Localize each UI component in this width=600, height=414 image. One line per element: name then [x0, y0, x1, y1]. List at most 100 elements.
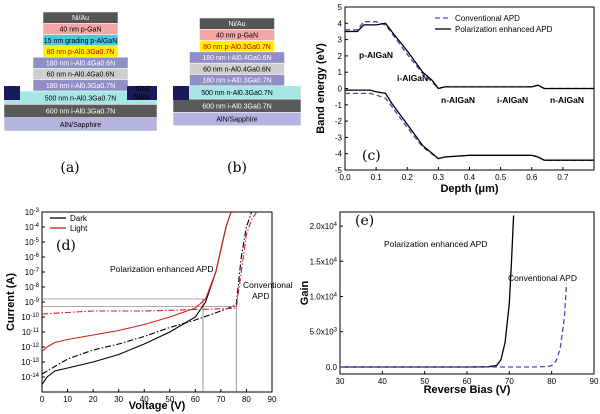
- chart-c-series-line: [345, 89, 594, 161]
- chart-e-x-tick-label: 80: [547, 377, 556, 386]
- stack-b-layer-label: 500 nm n-Al0.3Ga0.7N: [201, 90, 273, 97]
- chart-gain: 30 40 50 60 70 80 90 0.0 5.0x103 1.0x104 1.5x104 2.…: [299, 211, 599, 396]
- chart-c-y-tick-label: 1: [338, 68, 343, 77]
- chart-e-y-tick-label: 2.0x104: [310, 222, 338, 231]
- chart-d-panel-label: (d): [56, 238, 76, 254]
- left-contact-a: [4, 86, 20, 100]
- chart-e-annotation: Polarization enhanced APD: [384, 239, 488, 249]
- stack-a-layer-label: 15 nm grading p-AlGaN: [44, 38, 118, 45]
- stack-a-layer-label: 600 nm i-Al0.3Ga0.7N: [46, 109, 115, 116]
- chart-d-series-line: [41, 211, 253, 375]
- chart-e-series-line: [340, 283, 568, 368]
- chart-d-x-tick-label: 90: [268, 395, 277, 404]
- stack-b-layer: [172, 112, 302, 126]
- chart-c-x-tick-label: 0.1: [371, 173, 383, 182]
- chart-d-x-tick-label: 40: [140, 395, 149, 404]
- chart-d-y-axis-title: Current (A): [5, 273, 17, 331]
- stack-b-layer-label: 600 nm i-Al0.3Ga0.7N: [202, 103, 271, 110]
- chart-d-series-line: [41, 211, 232, 352]
- chart-e-annotation: Conventional APD: [508, 273, 577, 283]
- chart-d-y-tick-label: 10-6: [25, 253, 40, 262]
- panel-label-b: (b): [227, 160, 247, 176]
- layer-stack-b: Ni/Au 40 nm p-GaN 80 nm p-Al0.3Ga0.7N 180 n…: [172, 17, 302, 126]
- chart-c-annotation: n-AlGaN: [441, 95, 475, 105]
- chart-d-annotation: Conventional: [243, 280, 293, 290]
- stack-b-layer-label: 80 nm p-Al0.3Ga0.7N: [203, 44, 271, 51]
- chart-c-x-tick-label: 0.5: [495, 173, 507, 182]
- chart-c-x-tick-label: 0.0: [339, 173, 351, 182]
- chart-e-y-tick-label: 1.5x104: [310, 257, 338, 266]
- chart-c-annotation: i-AlGaN: [397, 73, 428, 83]
- chart-c-y-tick-label: 5: [338, 3, 343, 12]
- panel-label-a: (a): [60, 160, 79, 176]
- chart-d-x-axis-title: Voltage (V): [129, 400, 186, 412]
- chart-c-y-tick-label: 3: [338, 36, 343, 45]
- chart-c-y-tick-label: -4: [335, 150, 343, 159]
- chart-d-y-tick-label: 10-12: [21, 343, 39, 352]
- chart-d-y-tick-label: 10-7: [25, 268, 40, 277]
- chart-d-y-tick-label: 10-5: [25, 238, 40, 247]
- chart-c-legend-entry: Conventional APD: [455, 14, 520, 23]
- chart-d-legend-entry: Light: [70, 224, 88, 233]
- chart-c-y-tick-label: -3: [335, 133, 343, 142]
- layer-stack-a: Ni/Au 40 nm p-GaN 15 nm grading p-AlGaN 80 …: [3, 11, 158, 132]
- chart-c-y-tick-label: -2: [335, 117, 343, 126]
- stack-a-layer: [3, 117, 158, 132]
- stack-b-layer-label: 180 nm i-Al0.3Ga0.7N: [202, 78, 271, 85]
- stack-b-layer-label: 40 nm p-GaN: [216, 32, 258, 39]
- chart-d-y-tick-label: 10-11: [22, 328, 40, 337]
- chart-d-annotation: APD: [252, 291, 269, 301]
- chart-d-y-tick-label: 10-3: [25, 208, 40, 217]
- chart-current-voltage: 0 10 20 30 40 50 60 70 80 90 10-14 10-13 10-12 10-11 1…: [5, 208, 293, 412]
- chart-d-series-line: [41, 211, 258, 315]
- chart-c-x-tick-label: 0.4: [464, 173, 476, 182]
- stack-a-layer-label: 180 nm i-Al0.3Ga0.7N: [46, 83, 115, 90]
- chart-c-y-tick-label: -5: [335, 166, 343, 175]
- chart-e-x-tick-label: 60: [463, 377, 472, 386]
- chart-d-x-tick-label: 30: [114, 395, 123, 404]
- stack-a-layer-label: 80 nm p-Al0.3Ga0.7N: [47, 49, 115, 56]
- chart-d-x-tick-label: 60: [191, 395, 200, 404]
- chart-c-annotation: i-AlGaN: [497, 95, 528, 105]
- stack-b-layer-label: 180 nm i-Al0.4Ga0.6N: [202, 55, 271, 62]
- stack-a-layer-label: 40 nm p-GaN: [59, 26, 101, 33]
- stack-b-layer-label: 60 nm n-Al0.4Ga0.6N: [203, 66, 271, 73]
- chart-d-x-tick-label: 20: [89, 395, 98, 404]
- chart-d-x-tick-label: 80: [242, 395, 251, 404]
- stack-a-layer-label: 60 nm n-Al0.4Ga0.6N: [47, 72, 115, 79]
- chart-c-y-tick-label: 2: [338, 52, 343, 61]
- chart-d-y-tick-label: 10-4: [25, 223, 40, 232]
- chart-e-panel-label: (e): [355, 213, 374, 229]
- chart-d-y-tick-label: 10-10: [21, 313, 39, 322]
- chart-d-y-tick-label: 10-8: [25, 283, 40, 292]
- chart-c-x-tick-label: 0.7: [557, 173, 569, 182]
- chart-e-plot-frame: [339, 211, 595, 375]
- chart-c-x-tick-label: 0.2: [402, 173, 414, 182]
- chart-c-series-line: [345, 22, 594, 90]
- chart-c-y-tick-label: -1: [335, 101, 343, 110]
- chart-e-x-axis-title: Reverse Bias (V): [424, 384, 511, 396]
- chart-c-y-axis-title: Band energy (eV): [315, 43, 327, 134]
- right-contact-a: [127, 86, 157, 100]
- chart-d-y-tick-label: 10-9: [25, 298, 40, 307]
- chart-c-legend-entry: Polarization enhanced APD: [455, 25, 553, 34]
- chart-d-legend-entry: Dark: [70, 214, 88, 223]
- stack-a-layer-label: 500 nm n-Al0.3Ga0.7N: [45, 95, 117, 102]
- chart-e-x-tick-label: 70: [505, 377, 514, 386]
- chart-e-y-tick-label: 5.0x103: [310, 328, 338, 337]
- stack-a-layer-label: Ni/Au: [72, 15, 89, 22]
- chart-c-x-axis-title: Depth (μm): [440, 183, 498, 195]
- chart-c-x-tick-label: 0.3: [433, 173, 445, 182]
- chart-c-x-tick-label: 0.6: [526, 173, 538, 182]
- chart-d-y-tick-label: 10-13: [21, 358, 39, 367]
- stack-a-layer-label: 180 nm i-Al0.4Ga0.6N: [46, 60, 115, 67]
- chart-e-y-axis-title: Gain: [299, 280, 311, 305]
- chart-d-x-tick-label: 0: [40, 395, 45, 404]
- chart-e-y-tick-label: 1.0x104: [310, 293, 338, 302]
- stack-b-layer-label: AlN/Sapphire: [216, 117, 257, 124]
- chart-e-x-tick-label: 90: [590, 377, 599, 386]
- chart-c-panel-label: (c): [362, 148, 381, 164]
- chart-c-annotation: p-AlGaN: [359, 50, 393, 60]
- chart-e-y-tick-label: 0.0: [326, 363, 338, 372]
